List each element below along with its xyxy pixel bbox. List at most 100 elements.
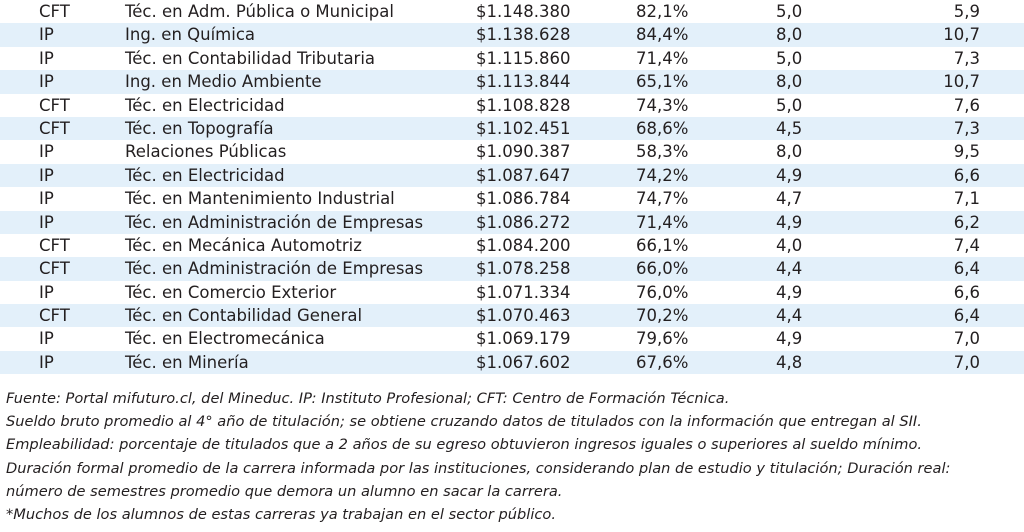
employability-rate: 74,3% [636,95,689,115]
employability-rate: 70,2% [636,306,689,326]
footnote-employability: Empleabilidad: porcentaje de titulados q… [6,436,923,454]
formal-duration: 4,9 [776,212,803,232]
formal-duration: 8,0 [776,72,803,92]
formal-duration: 4,8 [776,352,803,372]
table-row: IP Téc. en Contabilidad Tributaria $1.115.… [0,47,1024,70]
table-row: IP Téc. en Electricidad $1.087.647 74,2% 4,9… [0,163,1024,188]
average-salary: $1.070.463 [476,306,571,326]
real-duration: 7,3 [953,48,980,68]
career-name: Téc. en Electromecánica [125,329,325,349]
employability-rate: 74,7% [636,189,689,209]
average-salary: $1.113.844 [476,72,571,92]
employability-rate: 71,4% [636,212,689,232]
employability-rate: 76,0% [636,282,689,302]
career-name: Téc. en Electricidad [125,95,285,115]
average-salary: $1.115.860 [476,48,571,68]
table-row: IP Téc. en Comercio Exterior $1.071.334 76,… [0,281,1024,304]
average-salary: $1.087.647 [476,165,571,185]
career-name: Téc. en Comercio Exterior [125,282,337,302]
real-duration: 6,6 [953,282,980,302]
footnote-duration-cont: número de semestres promedio que demora … [6,482,563,500]
institution-type: CFT [39,306,70,326]
footnote-duration: Duración formal promedio de la carrera i… [6,459,951,477]
table-row: IP Téc. en Administración de Empresas $1.0… [0,210,1024,234]
real-duration: 6,2 [953,212,980,232]
table-row: CFT Téc. en Contabilidad General $1.070.46… [0,304,1024,328]
employability-rate: 74,2% [636,165,689,185]
formal-duration: 8,0 [776,25,803,45]
formal-duration: 4,9 [776,282,803,302]
career-name: Téc. en Mecánica Automotriz [125,235,362,255]
institution-type: IP [39,48,54,68]
employability-rate: 84,4% [636,25,689,45]
table-row: IP Ing. en Medio Ambiente $1.113.844 65,1% 8… [0,70,1024,94]
institution-type: IP [39,212,54,232]
footnote-salary: Sueldo bruto promedio al 4° año de titul… [6,413,922,431]
average-salary: $1.090.387 [476,142,571,162]
institution-type: IP [39,189,54,209]
real-duration: 7,0 [953,329,980,349]
average-salary: $1.084.200 [476,235,571,255]
career-name: Téc. en Electricidad [125,165,285,185]
table-row: CFT Téc. en Electricidad $1.108.828 74,3% 5,… [0,94,1024,117]
average-salary: $1.078.258 [476,259,571,279]
career-name: Téc. en Minería [125,352,249,372]
employability-rate: 68,6% [636,118,689,138]
real-duration: 5,9 [953,2,980,21]
footnote-public-sector: *Muchos de los alumnos de estas carreras… [6,506,556,524]
career-name: Relaciones Públicas [125,142,287,162]
table-row: CFT Téc. en Adm. Pública o Municipal $1.14… [0,0,1024,23]
real-duration: 7,6 [953,95,980,115]
real-duration: 9,5 [953,142,980,162]
average-salary: $1.108.828 [476,95,571,115]
real-duration: 7,3 [953,118,980,138]
employability-rate: 82,1% [636,2,689,21]
employability-rate: 66,0% [636,259,689,279]
table-row: IP Téc. en Minería $1.067.602 67,6% 4,8 7,0 [0,350,1024,375]
formal-duration: 4,0 [776,235,803,255]
table-row: CFT Téc. en Mecánica Automotriz $1.084.200… [0,234,1024,257]
formal-duration: 4,7 [776,189,803,209]
career-name: Téc. en Administración de Empresas [125,259,424,279]
formal-duration: 5,0 [776,48,803,68]
career-name: Téc. en Administración de Empresas [125,212,424,232]
careers-table: CFT Téc. en Adm. Pública o Municipal $1.14… [0,0,1024,375]
institution-type: IP [39,329,54,349]
employability-rate: 71,4% [636,48,689,68]
average-salary: $1.071.334 [476,282,571,302]
career-name: Ing. en Química [125,25,256,45]
formal-duration: 5,0 [776,2,803,21]
employability-rate: 66,1% [636,235,689,255]
table-row: CFT Téc. en Administración de Empresas $1.… [0,257,1024,281]
career-name: Téc. en Adm. Pública o Municipal [125,2,394,21]
average-salary: $1.148.380 [476,2,571,21]
formal-duration: 4,5 [776,118,803,138]
real-duration: 6,4 [953,259,980,279]
employability-rate: 67,6% [636,352,689,372]
formal-duration: 4,4 [776,259,803,279]
career-name: Téc. en Contabilidad General [125,306,363,326]
real-duration: 6,6 [953,165,980,185]
career-name: Téc. en Mantenimiento Industrial [125,189,395,209]
average-salary: $1.138.628 [476,25,571,45]
institution-type: IP [39,282,54,302]
institution-type: IP [39,165,54,185]
table-row: CFT Téc. en Topografía $1.102.451 68,6% 4,5 7… [0,116,1024,141]
career-name: Ing. en Medio Ambiente [125,72,322,92]
average-salary: $1.086.272 [476,212,571,232]
employability-rate: 79,6% [636,329,689,349]
table-row: IP Téc. en Mantenimiento Industrial $1.086… [0,187,1024,210]
institution-type: CFT [39,118,70,138]
average-salary: $1.086.784 [476,189,571,209]
formal-duration: 4,4 [776,306,803,326]
average-salary: $1.067.602 [476,352,571,372]
average-salary: $1.069.179 [476,329,571,349]
table-row: IP Ing. en Química $1.138.628 84,4% 8,0 10,7 [0,23,1024,47]
real-duration: 7,0 [953,352,980,372]
table-row: IP Téc. en Electromecánica $1.069.179 79,6%… [0,327,1024,350]
footnotes: Fuente: Portal mifuturo.cl, del Mineduc.… [6,387,1021,526]
footnote-source: Fuente: Portal mifuturo.cl, del Mineduc.… [6,390,730,407]
formal-duration: 5,0 [776,95,803,115]
institution-type: IP [39,142,54,162]
average-salary: $1.102.451 [476,118,571,138]
